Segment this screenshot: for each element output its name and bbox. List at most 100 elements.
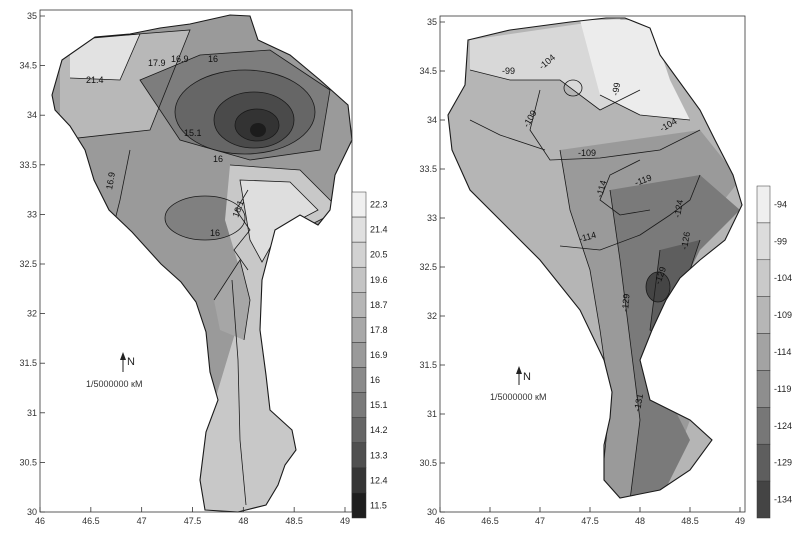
legend-label: 17.8 <box>370 325 388 335</box>
y-tick-label: 30 <box>27 507 37 517</box>
legend-label: -114 <box>774 347 791 357</box>
north-arrow-icon <box>120 352 126 360</box>
legend-label: -104 <box>774 273 792 283</box>
legend-swatch <box>351 241 367 268</box>
x-tick-label: 47.5 <box>581 516 599 526</box>
y-tick-label: 30.5 <box>19 457 37 467</box>
legend-label: 22.3 <box>370 200 388 210</box>
legend-swatch <box>756 407 771 445</box>
legend-label: -124 <box>774 421 792 431</box>
right-y-axis: 35 34.5 34 33.5 33 32.5 32 31.5 31 30.5 30 <box>419 17 445 517</box>
y-tick-label: 32.5 <box>419 262 437 272</box>
legend-label: 15.1 <box>370 400 388 410</box>
legend-swatch <box>756 333 771 371</box>
legend-label: -94 <box>774 199 787 209</box>
legend-label: 12.4 <box>370 475 388 485</box>
contour-label: -124 <box>672 199 685 218</box>
y-tick-label: 30.5 <box>419 458 437 468</box>
legend-swatch <box>756 222 771 261</box>
legend-label: -99 <box>774 236 787 246</box>
contour-label: 16 <box>213 154 223 164</box>
y-tick-label: 31.5 <box>19 358 37 368</box>
legend-label: 20.5 <box>370 250 388 260</box>
contour-label: 17.9 <box>148 58 166 68</box>
legend-swatch <box>351 392 367 418</box>
legend-swatch <box>756 259 771 297</box>
right-x-axis: 46 46.5 47 47.5 48 48.5 49 <box>435 507 745 526</box>
legend-swatch <box>351 442 367 469</box>
y-tick-label: 34.5 <box>419 66 437 76</box>
y-tick-label: 33 <box>427 213 437 223</box>
left-contour-labels: 21.4 17.9 16.9 16 15.1 16 16.9 18.1 16 <box>86 54 246 238</box>
y-tick-label: 32 <box>427 311 437 321</box>
right-map: -99 -104 -99 -109 -104 -109 -114 -119 -1… <box>419 15 792 526</box>
north-label: N <box>523 371 531 383</box>
left-map-fill <box>52 15 352 512</box>
north-label: N <box>127 356 135 368</box>
legend-swatch <box>756 480 771 519</box>
y-tick-label: 32.5 <box>19 259 37 269</box>
legend-label: 18.7 <box>370 300 388 310</box>
y-tick-label: 31 <box>427 409 437 419</box>
legend-swatch <box>351 367 367 393</box>
left-map: 21.4 17.9 16.9 16 15.1 16 16.9 18.1 16 3… <box>19 9 388 526</box>
left-y-axis: 35 34.5 34 33.5 33 32.5 32 31.5 31 30.5 30 <box>19 11 45 517</box>
contour-label: -109 <box>578 148 596 158</box>
y-tick-label: 35 <box>27 11 37 21</box>
legend-swatch <box>351 317 367 343</box>
x-tick-label: 49 <box>735 516 745 526</box>
legend-label: 11.5 <box>370 500 387 510</box>
legend-label: -134 <box>774 495 792 505</box>
contour-label: 16.9 <box>171 54 189 64</box>
legend-swatch <box>351 191 367 218</box>
legend-swatch <box>756 185 771 224</box>
left-north-arrow: N 1/5000000 кМ <box>86 352 142 389</box>
contour-label: -129 <box>620 293 632 312</box>
y-tick-label: 32 <box>27 309 37 319</box>
north-arrow-icon <box>516 366 522 374</box>
right-legend: -94 -99 -104 -109 -114 -119 -124 -129 -134 <box>756 185 792 519</box>
legend-label: 21.4 <box>370 225 388 235</box>
scale-text: 1/5000000 кМ <box>86 379 142 389</box>
x-tick-label: 46.5 <box>481 516 499 526</box>
contour-label: -131 <box>632 393 645 412</box>
legend-label: 19.6 <box>370 275 388 285</box>
x-tick-label: 47 <box>535 516 545 526</box>
contour-label: -114 <box>594 179 608 198</box>
legend-label: -109 <box>774 310 792 320</box>
right-map-frame <box>439 15 746 513</box>
contour-label: -99 <box>502 66 515 76</box>
y-tick-label: 31.5 <box>419 360 437 370</box>
x-tick-label: 48 <box>238 516 248 526</box>
right-north-arrow: N 1/5000000 кМ <box>490 366 546 402</box>
y-tick-label: 31 <box>27 408 37 418</box>
legend-swatch <box>351 492 367 519</box>
x-tick-label: 49 <box>340 516 350 526</box>
y-tick-label: 33 <box>27 209 37 219</box>
x-tick-label: 46.5 <box>82 516 100 526</box>
y-tick-label: 30 <box>427 507 437 517</box>
legend-swatch <box>756 443 771 482</box>
legend-swatch <box>351 292 367 318</box>
x-tick-label: 47.5 <box>184 516 202 526</box>
legend-label: 16.9 <box>370 350 388 360</box>
x-tick-label: 48 <box>635 516 645 526</box>
contour-label: 21.4 <box>86 75 104 85</box>
legend-label: 13.3 <box>370 450 388 460</box>
legend-swatch <box>756 296 771 334</box>
x-tick-label: 48.5 <box>285 516 303 526</box>
y-tick-label: 34.5 <box>19 61 37 71</box>
x-tick-label: 46 <box>435 516 445 526</box>
left-legend: 22.3 21.4 20.5 19.6 18.7 17.8 16.9 16 15.1 14.2 13… <box>351 191 388 519</box>
y-tick-label: 33.5 <box>19 160 37 170</box>
legend-label: -119 <box>774 384 791 394</box>
x-tick-label: 47 <box>137 516 147 526</box>
y-tick-label: 34 <box>27 110 37 120</box>
contour-label: 15.1 <box>184 128 202 138</box>
legend-swatch <box>351 467 367 494</box>
legend-swatch <box>351 266 367 293</box>
contour-label: -99 <box>610 82 622 97</box>
left-x-axis: 46 46.5 47 47.5 48 48.5 49 <box>35 507 350 526</box>
